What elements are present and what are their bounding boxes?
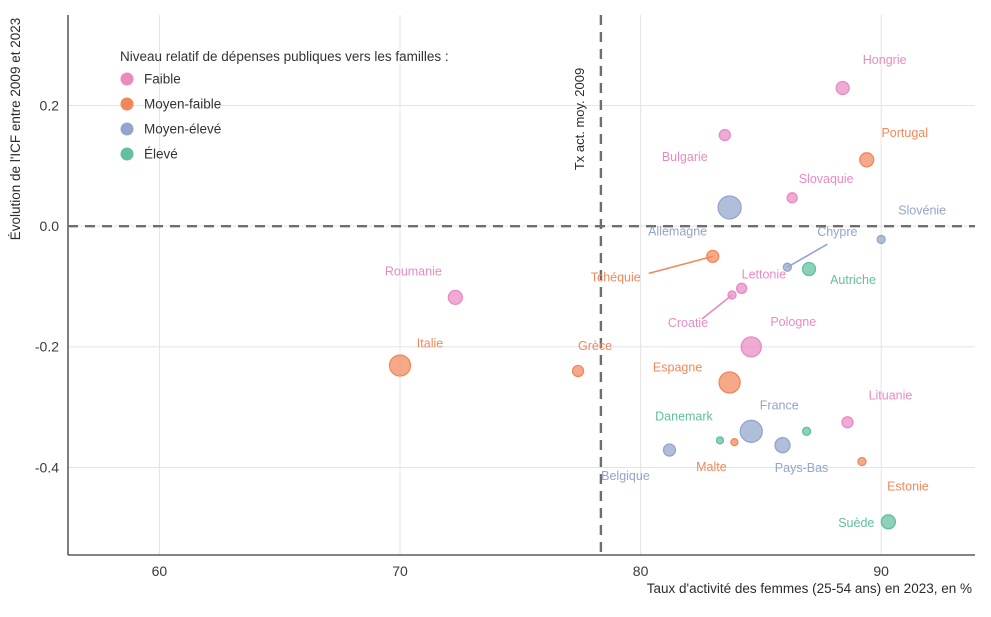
- y-axis-title: Évolution de l'ICF entre 2009 et 2023: [8, 18, 23, 240]
- point-label: Belgique: [601, 469, 650, 483]
- chart-point: [740, 336, 762, 358]
- chart-point: [876, 234, 886, 245]
- point-label: Slovénie: [898, 203, 946, 217]
- chart-point: [717, 195, 742, 220]
- legend: Niveau relatif de dépenses publiques ver…: [120, 49, 449, 162]
- chart-point: [774, 437, 791, 454]
- x-tick-label: 70: [392, 563, 408, 579]
- chart-point: [880, 514, 897, 530]
- chart-point: [739, 419, 763, 443]
- leader-line: [648, 255, 713, 275]
- chart-point: [801, 426, 812, 436]
- point-label: Slovaquie: [799, 172, 854, 186]
- chart-point: [715, 436, 725, 445]
- point-label: Hongrie: [863, 53, 907, 67]
- chart-point: [388, 354, 412, 377]
- y-tick-label: 0.2: [40, 97, 60, 113]
- legend-swatch-moyen-eleve: [120, 122, 134, 136]
- point-label: Lituanie: [869, 388, 913, 402]
- chart-point: [859, 152, 875, 168]
- point-label: Pologne: [770, 315, 816, 329]
- chart-point: [730, 438, 739, 447]
- chart-point: [835, 80, 850, 96]
- leader-line: [701, 294, 733, 320]
- point-label: Chypre: [817, 225, 857, 239]
- point-label: Grèce: [578, 339, 612, 353]
- chart-point: [786, 192, 798, 204]
- chart-point: [571, 364, 585, 378]
- point-label: Tchéquie: [591, 270, 641, 284]
- point-label: Estonie: [887, 479, 929, 493]
- x-tick-label: 80: [633, 563, 649, 579]
- legend-label-moyen-eleve: Moyen-élevé: [144, 122, 221, 137]
- point-label: Allemagne: [648, 224, 707, 238]
- chart-point: [841, 416, 854, 429]
- point-label: Pays-Bas: [775, 461, 829, 475]
- legend-label-eleve: Élevé: [144, 147, 178, 162]
- chart-plot-area: 60 70 80 90 -0.4 -0.2 0.0 0.2 Hongrie Bulgarie Slo…: [35, 15, 975, 579]
- x-axis-title: Taux d'activité des femmes (25-54 ans) e…: [647, 581, 972, 596]
- chart-point: [735, 282, 748, 294]
- x-tick-label: 90: [873, 563, 889, 579]
- point-label: Suède: [838, 516, 874, 530]
- point-label: Lettonie: [742, 267, 787, 281]
- legend-label-faible: Faible: [144, 72, 181, 87]
- chart-point: [727, 290, 737, 300]
- y-tick-label: -0.2: [35, 339, 59, 355]
- chart-point: [857, 456, 867, 467]
- legend-label-moyen-faible: Moyen-faible: [144, 97, 221, 112]
- chart-point: [706, 249, 720, 263]
- chart-point: [801, 261, 817, 277]
- chart-point: [718, 128, 731, 142]
- chart-point: [447, 289, 463, 306]
- point-label: Croatie: [668, 316, 708, 330]
- y-tick-label: 0.0: [40, 218, 60, 234]
- point-label: Espagne: [653, 360, 702, 374]
- legend-swatch-moyen-faible: [120, 97, 134, 111]
- legend-swatch-eleve: [120, 147, 134, 161]
- point-label: Portugal: [881, 126, 928, 140]
- point-label: Bulgarie: [662, 150, 708, 164]
- leader-line: [786, 243, 828, 268]
- x-tick-label: 60: [152, 563, 168, 579]
- chart-point: [662, 443, 677, 457]
- chart-point: [782, 262, 792, 272]
- mean-activity-line-label: Tx act. moy. 2009: [572, 68, 587, 170]
- point-label: France: [760, 398, 799, 412]
- point-label: Malte: [696, 460, 727, 474]
- point-label: Italie: [417, 337, 443, 351]
- y-tick-label: -0.4: [35, 459, 59, 475]
- legend-title: Niveau relatif de dépenses publiques ver…: [120, 49, 449, 64]
- point-label: Danemark: [655, 409, 713, 423]
- legend-swatch-faible: [120, 72, 134, 86]
- point-label: Autriche: [830, 273, 876, 287]
- point-label: Roumanie: [385, 264, 442, 278]
- chart-point: [718, 371, 741, 394]
